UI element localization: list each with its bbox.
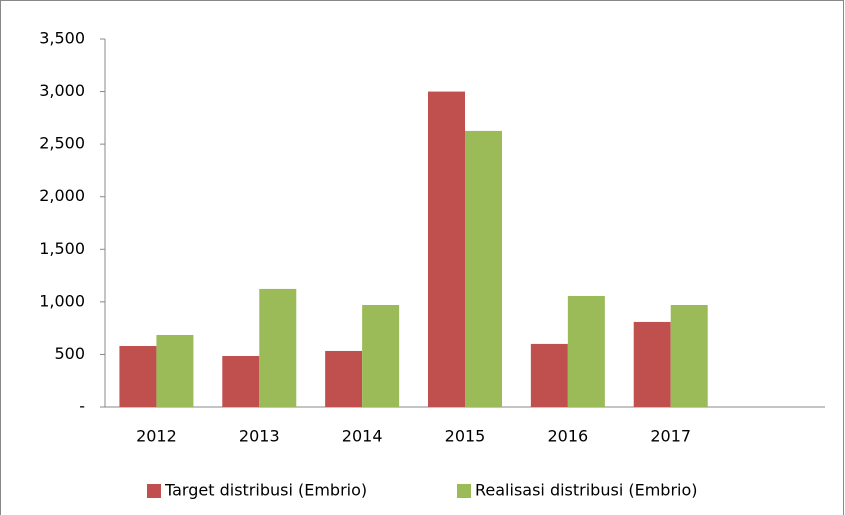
x-tick-label: 2016 bbox=[547, 427, 588, 446]
y-tick-label: 3,000 bbox=[39, 81, 85, 100]
x-tick-label: 2013 bbox=[239, 427, 280, 446]
bar bbox=[259, 288, 297, 407]
bar bbox=[633, 321, 671, 407]
bar bbox=[465, 130, 502, 408]
legend-swatch bbox=[147, 484, 161, 498]
y-tick-label: 2,500 bbox=[39, 134, 85, 153]
bar bbox=[428, 91, 465, 408]
y-tick-label: 500 bbox=[54, 344, 85, 363]
x-tick-label: 2012 bbox=[136, 427, 177, 446]
bar bbox=[325, 350, 363, 407]
y-tick-label: 2,000 bbox=[39, 186, 85, 205]
x-tick-label: 2017 bbox=[650, 427, 691, 446]
bar bbox=[222, 356, 260, 407]
bar bbox=[119, 346, 157, 407]
y-tick-label: 3,500 bbox=[39, 29, 85, 48]
y-tick-label: 1,500 bbox=[39, 239, 85, 258]
bar bbox=[156, 334, 194, 407]
y-tick-label: - bbox=[79, 397, 85, 416]
bar bbox=[670, 305, 708, 407]
legend-label: Realisasi distribusi (Embrio) bbox=[475, 481, 698, 500]
bar bbox=[530, 343, 568, 407]
bar bbox=[362, 305, 400, 407]
legend-swatch bbox=[457, 484, 471, 498]
x-tick-label: 2014 bbox=[342, 427, 383, 446]
legend-label: Target distribusi (Embrio) bbox=[164, 481, 367, 500]
x-tick-label: 2015 bbox=[445, 427, 486, 446]
y-tick-label: 1,000 bbox=[39, 291, 85, 310]
bar bbox=[567, 295, 605, 407]
